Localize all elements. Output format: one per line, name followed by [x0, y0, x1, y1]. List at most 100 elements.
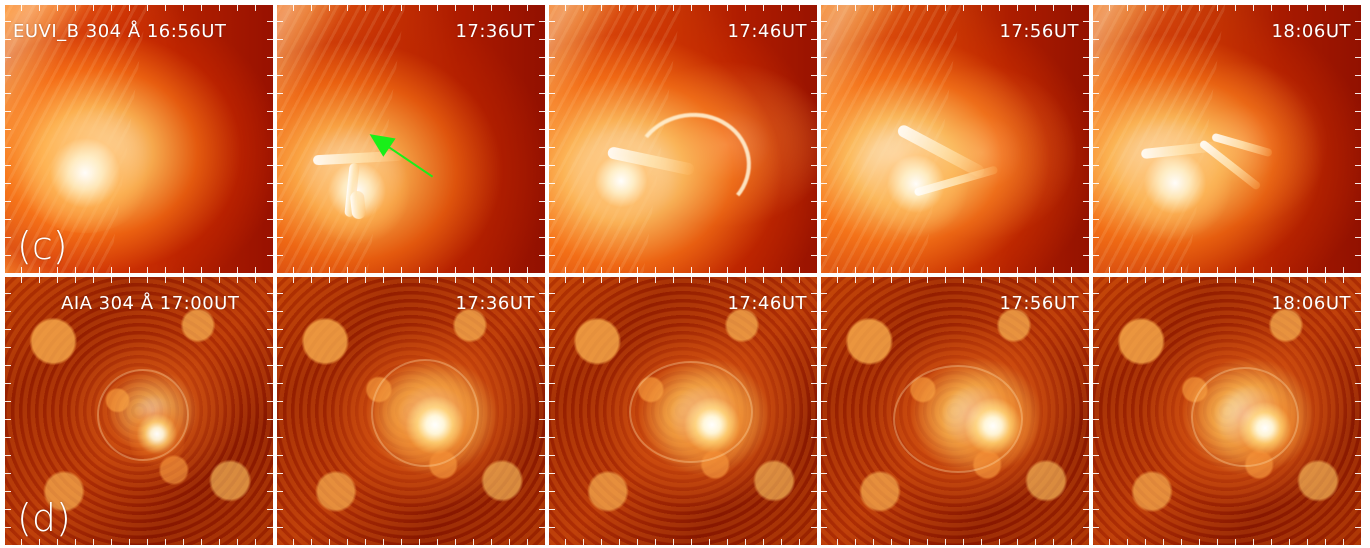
tick-mark	[821, 165, 827, 166]
tick-mark	[1271, 539, 1272, 545]
tick-mark	[1355, 437, 1361, 438]
tick-mark	[811, 129, 817, 130]
tick-mark	[267, 509, 273, 510]
solar-limb	[1093, 5, 1226, 273]
tick-mark	[549, 255, 555, 256]
tick-mark	[5, 255, 11, 256]
tick-mark	[727, 5, 728, 11]
tick-mark	[855, 5, 856, 11]
tick-mark	[527, 539, 528, 545]
tick-mark	[365, 277, 366, 283]
tick-mark	[277, 93, 283, 94]
panel-label: 17:56UT	[999, 293, 1079, 314]
tick-mark	[565, 5, 566, 11]
tick-mark	[691, 5, 692, 11]
tick-mark	[277, 129, 283, 130]
tick-mark	[1071, 267, 1072, 273]
tick-mark	[619, 267, 620, 273]
tick-mark	[267, 201, 273, 202]
tick-mark	[539, 129, 545, 130]
tick-mark	[811, 147, 817, 148]
tick-mark	[549, 21, 555, 22]
tick-mark	[549, 201, 555, 202]
tick-mark	[1355, 329, 1361, 330]
tick-mark	[237, 267, 238, 273]
tick-mark	[277, 455, 283, 456]
tick-mark	[39, 5, 40, 11]
tick-mark	[267, 183, 273, 184]
panel-ticks	[1093, 277, 1361, 545]
tick-mark	[277, 437, 283, 438]
tick-mark	[1253, 277, 1254, 283]
filament-strand	[1211, 132, 1273, 158]
tick-mark	[999, 277, 1000, 283]
tick-mark	[821, 383, 827, 384]
tick-mark	[1355, 527, 1361, 528]
tick-mark	[277, 75, 283, 76]
tick-mark	[811, 437, 817, 438]
tick-mark	[539, 473, 545, 474]
tick-mark	[855, 267, 856, 273]
tick-mark	[93, 539, 94, 545]
magnetic-loop	[1191, 367, 1299, 467]
tick-mark	[1083, 255, 1089, 256]
tick-mark	[219, 267, 220, 273]
bright-region	[665, 373, 759, 477]
tick-mark	[1017, 5, 1018, 11]
tick-mark	[39, 277, 40, 283]
tick-mark	[1235, 277, 1236, 283]
tick-mark	[963, 539, 964, 545]
tick-mark	[1355, 21, 1361, 22]
tick-mark	[93, 267, 94, 273]
tick-mark	[539, 293, 545, 294]
tick-mark	[237, 539, 238, 545]
tick-mark	[909, 267, 910, 273]
tick-mark	[927, 539, 928, 545]
tick-mark	[549, 509, 555, 510]
tick-mark	[1181, 277, 1182, 283]
tick-mark	[821, 219, 827, 220]
tick-mark	[1083, 75, 1089, 76]
tick-mark	[811, 347, 817, 348]
tick-mark	[267, 21, 273, 22]
tick-mark	[1181, 539, 1182, 545]
tick-mark	[1355, 183, 1361, 184]
tick-mark	[549, 93, 555, 94]
tick-mark	[1355, 255, 1361, 256]
tick-mark	[811, 255, 817, 256]
magnetic-loop	[371, 359, 479, 467]
tick-mark	[267, 419, 273, 420]
tick-mark	[1083, 165, 1089, 166]
tick-mark	[549, 473, 555, 474]
tick-mark	[1083, 401, 1089, 402]
tick-mark	[1035, 277, 1036, 283]
tick-mark	[1355, 419, 1361, 420]
tick-mark	[565, 539, 566, 545]
tick-mark	[549, 237, 555, 238]
tick-mark	[539, 255, 545, 256]
euvi-panel-4: 17:56UT	[820, 4, 1090, 274]
tick-mark	[821, 527, 827, 528]
tick-mark	[945, 277, 946, 283]
tick-mark	[1253, 5, 1254, 11]
aia-panel-4: 17:56UT	[820, 276, 1090, 546]
tick-mark	[527, 277, 528, 283]
tick-mark	[329, 539, 330, 545]
tick-mark	[821, 473, 827, 474]
tick-mark	[619, 539, 620, 545]
tick-mark	[539, 93, 545, 94]
panel-ticks	[821, 277, 1089, 545]
panel-label: EUVI_B 304 Å 16:56UT	[13, 21, 227, 42]
tick-mark	[5, 383, 11, 384]
tick-mark	[539, 111, 545, 112]
tick-mark	[1307, 277, 1308, 283]
tick-mark	[1355, 75, 1361, 76]
tick-mark	[539, 527, 545, 528]
tick-mark	[763, 5, 764, 11]
tick-mark	[539, 437, 545, 438]
tick-mark	[539, 401, 545, 402]
tick-mark	[799, 539, 800, 545]
tick-mark	[347, 539, 348, 545]
tick-mark	[1355, 129, 1361, 130]
tick-mark	[1217, 267, 1218, 273]
